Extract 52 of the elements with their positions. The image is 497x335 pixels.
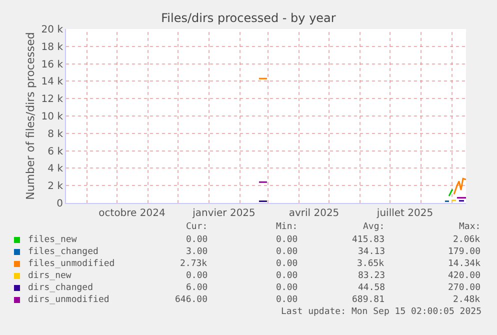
- text: 44.58: [358, 283, 386, 293]
- y-tick-label: 8 k: [48, 128, 64, 140]
- text: 179.00: [448, 247, 481, 257]
- legend-label: files_new: [28, 235, 78, 245]
- legend-label: files_unmodified: [28, 259, 115, 269]
- text: 0.00: [276, 259, 298, 269]
- text: 34.13: [358, 247, 386, 257]
- text: 0.00: [276, 235, 298, 245]
- text: 2.48k: [453, 295, 481, 305]
- text: 0.00: [276, 271, 298, 281]
- text: 415.83: [352, 235, 385, 245]
- legend-label: dirs_new: [28, 271, 72, 281]
- legend-label: dirs_unmodified: [28, 295, 110, 305]
- y-tick-label: 4 k: [48, 164, 64, 175]
- y-tick-label: 18 k: [41, 42, 64, 53]
- text: 3.65k: [357, 259, 385, 269]
- text: 0.00: [186, 271, 208, 281]
- text: 0.00: [276, 283, 298, 293]
- text: Cur:: [186, 222, 208, 232]
- text: Last update: Mon Sep 15 02:00:05 2025: [281, 307, 482, 317]
- y-tick-label: 0: [56, 198, 63, 210]
- text: Avg:: [363, 222, 385, 232]
- y-tick-label: 12 k: [41, 94, 64, 106]
- text: 2.06k: [453, 235, 481, 245]
- text: 689.81: [352, 295, 385, 305]
- text: 646.00: [175, 295, 208, 305]
- text: 6.00: [186, 283, 208, 293]
- x-tick-label: janvier 2025: [192, 208, 256, 219]
- y-tick-label: 6 k: [48, 146, 64, 158]
- text: Min:: [276, 222, 298, 232]
- text: 0.00: [276, 295, 298, 305]
- text: 2.73k: [180, 259, 208, 269]
- legend-label: dirs_changed: [28, 283, 94, 293]
- y-axis-title: Number of files/dirs processed: [24, 32, 37, 200]
- text: 3.00: [186, 247, 208, 257]
- y-tick-label: 14 k: [41, 76, 64, 88]
- text: Max:: [459, 222, 481, 232]
- y-tick-label: 16 k: [41, 59, 64, 70]
- text: 420.00: [448, 271, 481, 281]
- text: 83.23: [358, 271, 386, 281]
- text: 270.00: [448, 283, 481, 293]
- chart-title: Files/dirs processed - by year: [161, 11, 336, 26]
- text: 0.00: [276, 247, 298, 257]
- y-tick-label: 10 k: [41, 112, 64, 122]
- y-tick-label: 2 k: [48, 181, 64, 192]
- legend-label: files_changed: [28, 247, 98, 257]
- x-tick-label: octobre 2024: [98, 208, 166, 219]
- text: 0.00: [186, 235, 208, 245]
- text: 14.34k: [448, 259, 482, 269]
- x-tick-label: avril 2025: [288, 208, 340, 219]
- y-tick-label: 20 k: [41, 24, 64, 36]
- x-tick-label: juillet 2025: [376, 208, 434, 219]
